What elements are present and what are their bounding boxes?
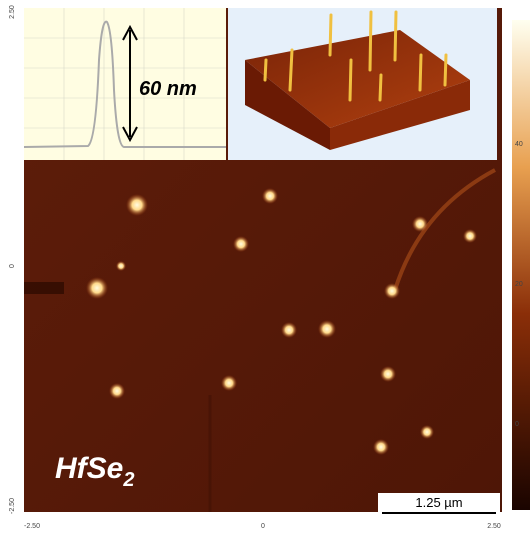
height-label: 60 nm <box>139 78 197 100</box>
label-main: HfSe <box>55 452 123 485</box>
bottom-tick-label: 2.50 <box>487 523 501 530</box>
colorbar <box>512 20 530 510</box>
label-subscript: 2 <box>122 469 134 491</box>
left-tick-label: -2.50 <box>9 498 16 514</box>
shadow <box>24 282 64 294</box>
figure: 60 nm HfSe2 1.25 µm 2.50 0 -2.50 -2.50 0 2.50… <box>0 0 530 531</box>
bottom-tick-label: -2.50 <box>24 523 40 530</box>
scale-bar: 1.25 µm <box>378 493 500 518</box>
bottom-tick-label: 0 <box>261 523 265 530</box>
scale-bar-label: 1.25 µm <box>415 495 462 510</box>
colorbar-tick-label: 20 <box>515 281 523 288</box>
profile-inset: 60 nm <box>24 8 226 160</box>
3d-inset <box>228 8 497 160</box>
colorbar-tick-label: 40 <box>515 141 523 148</box>
colorbar-tick-label: 0 <box>515 421 519 428</box>
left-tick-label: 2.50 <box>9 5 16 19</box>
left-tick-label: 0 <box>9 264 16 268</box>
